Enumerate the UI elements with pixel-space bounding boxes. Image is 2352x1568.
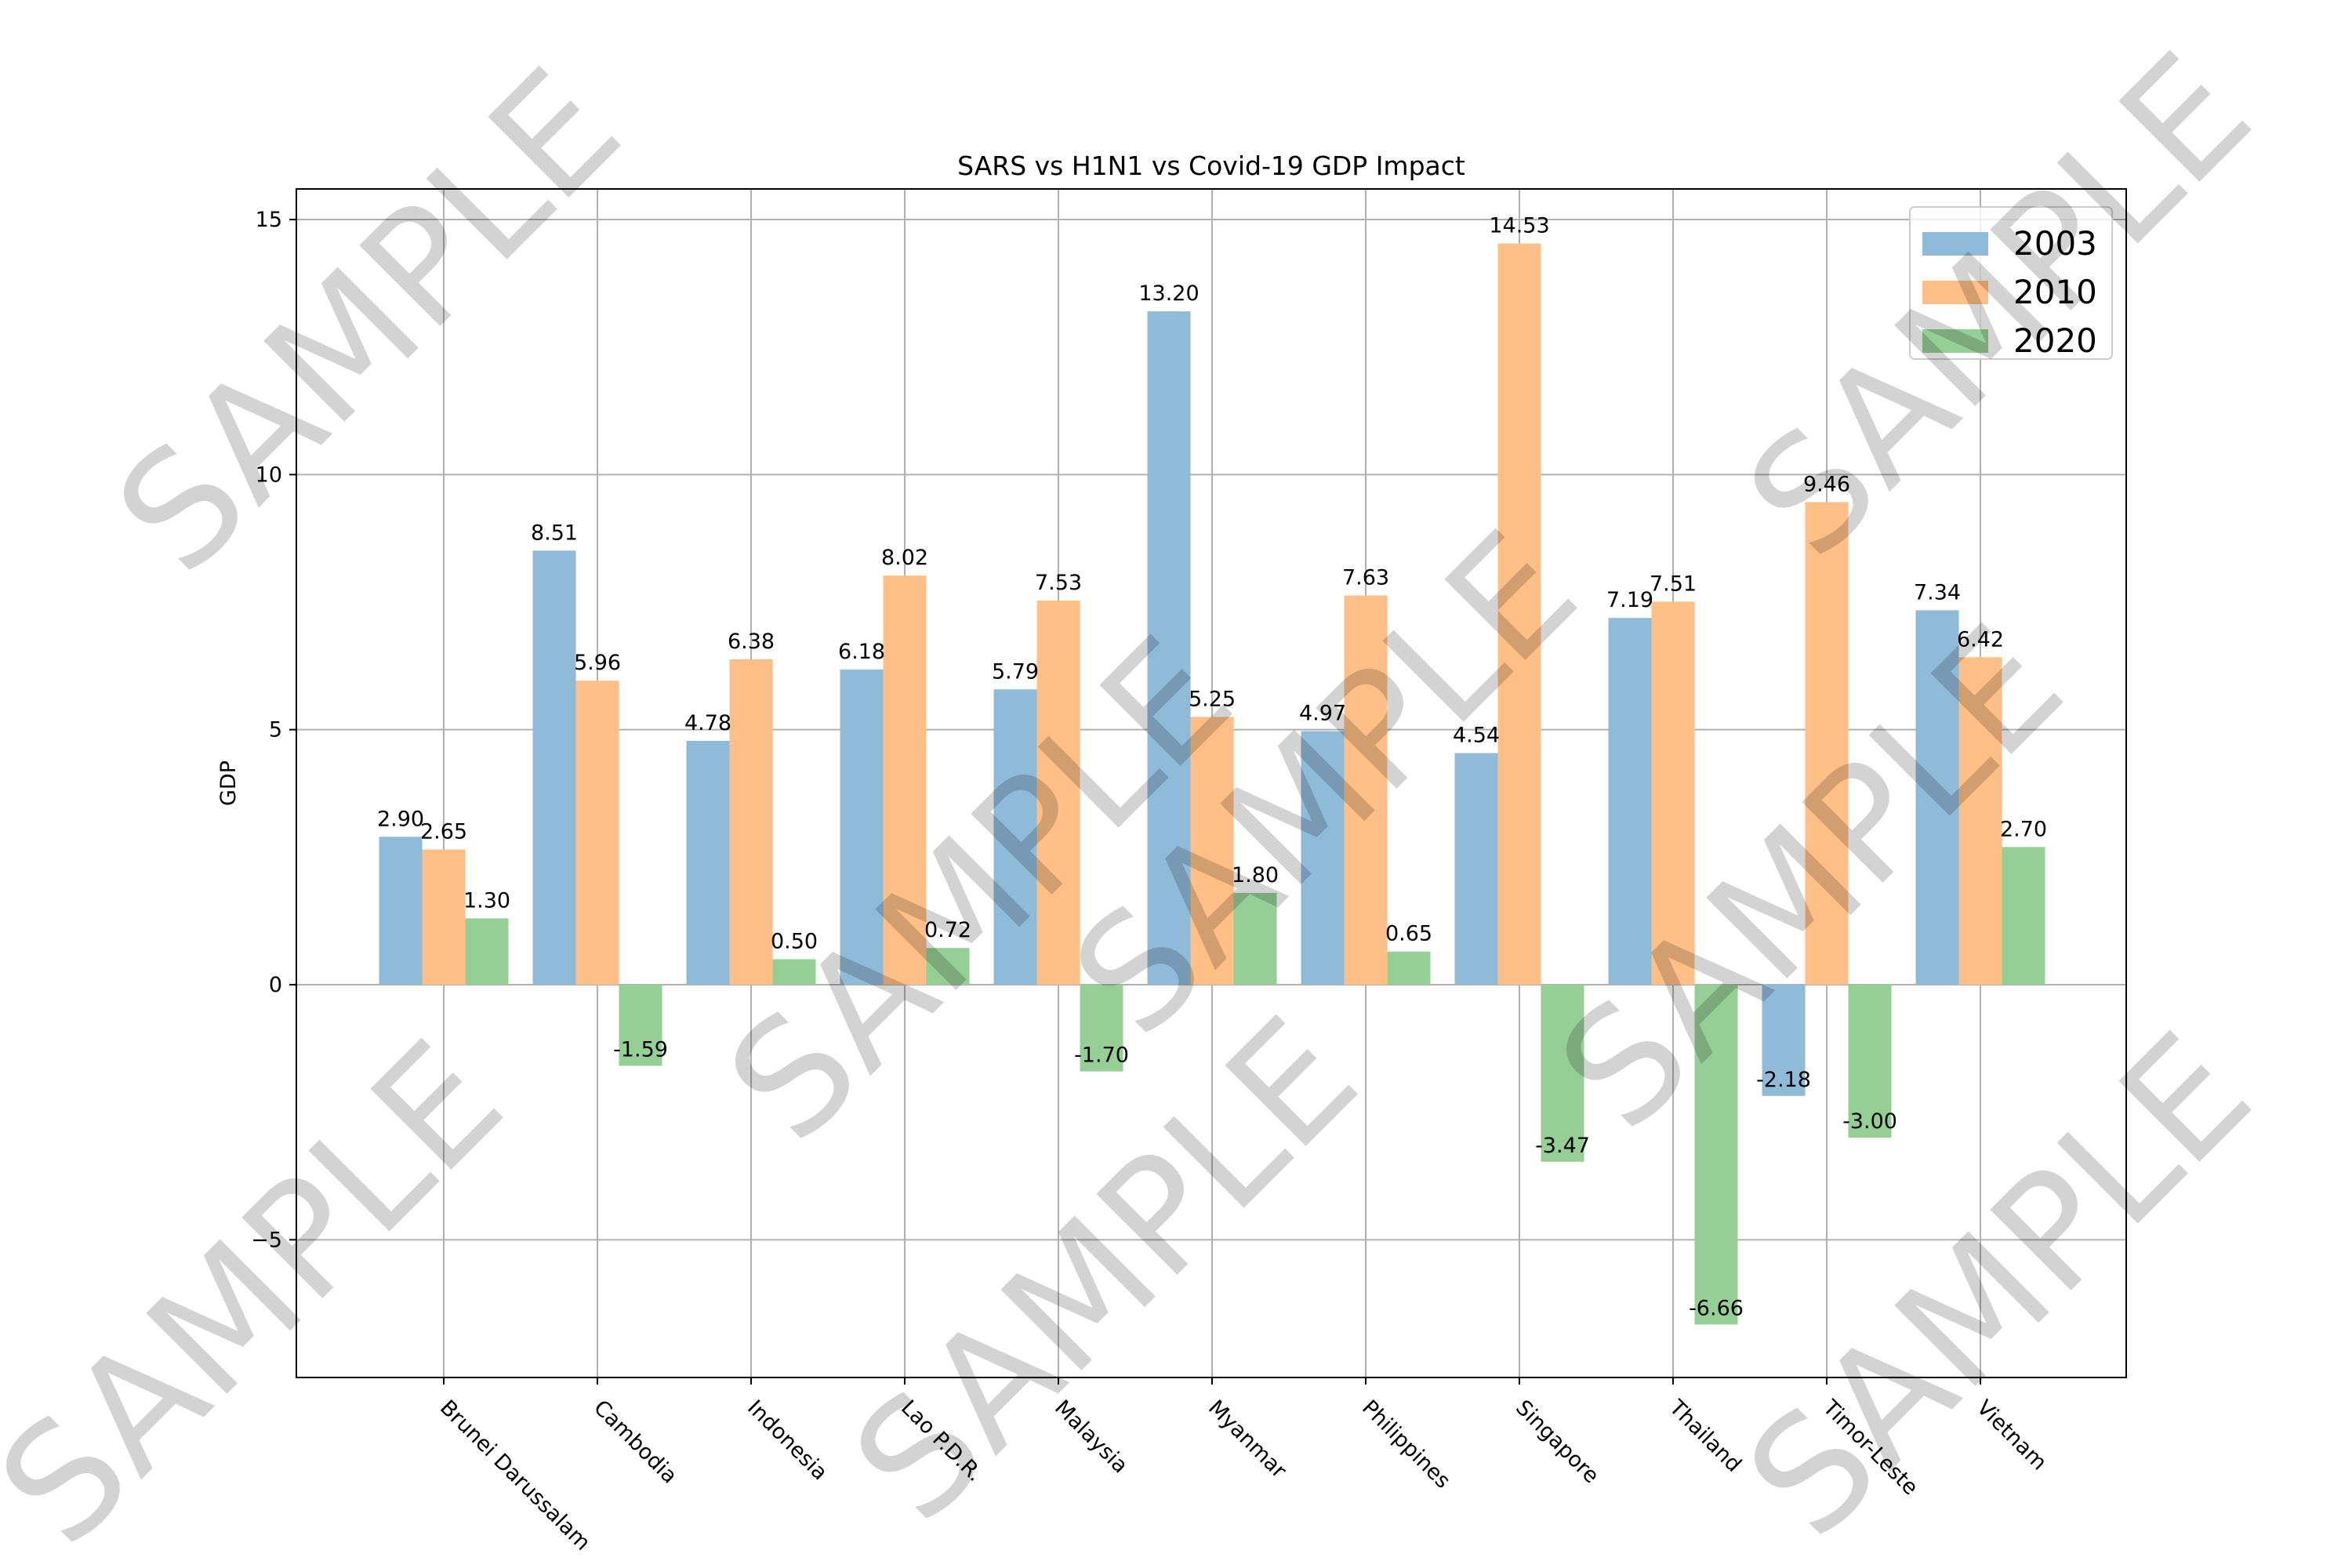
legend: 2003 2010 2020	[1909, 206, 2113, 360]
data-label: 14.53	[1489, 214, 1549, 238]
bar	[575, 681, 619, 985]
x-tick-label: Brunei Darussalam	[435, 1396, 595, 1555]
legend-swatch	[1922, 281, 1988, 304]
legend-label: 2010	[2013, 273, 2097, 311]
bar	[1958, 657, 2002, 985]
data-labels: 2.90 8.51 4.78 6.18 5.79 13.20 4.97 4.54 7.19 -2.…	[377, 214, 2047, 1321]
y-tick-label: 0	[269, 973, 282, 997]
x-tick-label: Singapore	[1511, 1396, 1603, 1488]
bar	[1454, 753, 1498, 985]
data-label: -3.00	[1842, 1109, 1897, 1134]
bar	[883, 575, 927, 985]
data-label: 8.02	[881, 546, 928, 570]
y-tick-label: 5	[269, 718, 282, 742]
data-label: 5.25	[1189, 687, 1236, 711]
data-label: 6.18	[838, 640, 885, 664]
bar	[379, 837, 423, 985]
chart-title: SARS vs H1N1 vs Covid-19 GDP Impact	[957, 151, 1465, 181]
data-label: 5.79	[992, 659, 1039, 684]
bar	[926, 948, 970, 985]
data-label: 13.20	[1138, 281, 1199, 306]
data-label: 0.50	[771, 929, 818, 953]
bar	[1036, 601, 1080, 985]
y-tick-label: −5	[251, 1228, 282, 1252]
bar	[1651, 601, 1695, 985]
bar	[1805, 502, 1849, 985]
data-label: 2.65	[420, 820, 467, 844]
x-tick-label: Cambodia	[589, 1396, 681, 1488]
bar	[1080, 985, 1123, 1072]
data-label: 7.34	[1914, 580, 1961, 604]
bar	[1762, 985, 1806, 1096]
data-label: 7.51	[1650, 572, 1697, 596]
bar	[1301, 731, 1345, 985]
data-label: 4.78	[684, 711, 731, 735]
data-label: 7.53	[1035, 571, 1082, 595]
data-label: 1.80	[1232, 863, 1279, 887]
bar	[1190, 717, 1234, 985]
watermark-text: SAMPLE	[0, 1008, 537, 1568]
bar	[532, 550, 576, 985]
data-label: -6.66	[1689, 1296, 1744, 1320]
bars	[379, 243, 2045, 1325]
data-label: 1.30	[463, 888, 510, 913]
bar	[686, 740, 730, 985]
x-tick-label: Indonesia	[742, 1396, 832, 1485]
data-label: 5.96	[574, 651, 621, 675]
data-label: 9.46	[1803, 472, 1850, 496]
legend-swatch	[1922, 329, 1988, 353]
bar	[993, 689, 1037, 985]
x-tick-label: Philippines	[1357, 1396, 1455, 1494]
bar	[619, 985, 662, 1066]
bar	[1848, 985, 1892, 1138]
x-tick-label: Myanmar	[1203, 1396, 1291, 1483]
bar	[1147, 311, 1191, 985]
watermark-text: SAMPLE	[1714, 20, 2285, 592]
bar	[1694, 985, 1738, 1325]
bar	[1233, 892, 1277, 985]
data-label: 7.19	[1606, 588, 1653, 612]
data-label: -1.70	[1074, 1044, 1129, 1068]
y-tick-label: 15	[256, 208, 282, 232]
data-label: -1.59	[613, 1037, 668, 1062]
legend-label: 2003	[2013, 224, 2097, 263]
legend-swatch	[1922, 232, 1988, 256]
bar	[2002, 847, 2045, 985]
data-label: 2.90	[377, 807, 424, 831]
bar	[1608, 618, 1652, 985]
data-label: 6.42	[1957, 627, 2004, 652]
bar	[465, 918, 509, 985]
y-axis-label: GDP	[216, 760, 241, 806]
bar	[1387, 951, 1431, 985]
bar	[1497, 243, 1541, 985]
data-label: 8.51	[531, 521, 578, 545]
y-tick-label: 10	[256, 463, 282, 487]
bar	[729, 659, 773, 985]
bar	[840, 669, 884, 985]
data-label: 4.54	[1453, 724, 1500, 748]
bar	[772, 959, 816, 985]
data-label: 4.97	[1299, 702, 1346, 726]
bar	[1915, 610, 1959, 985]
bar	[1344, 595, 1388, 985]
bar	[422, 849, 466, 985]
data-label: -3.47	[1535, 1134, 1590, 1158]
data-label: 0.65	[1385, 922, 1432, 946]
data-label: -2.18	[1756, 1068, 1811, 1092]
data-label: 6.38	[728, 630, 775, 654]
data-label: 0.72	[924, 918, 971, 942]
bar	[1541, 985, 1584, 1162]
data-label: 7.63	[1342, 566, 1389, 590]
legend-label: 2020	[2013, 321, 2097, 360]
data-label: 2.70	[2000, 817, 2047, 841]
